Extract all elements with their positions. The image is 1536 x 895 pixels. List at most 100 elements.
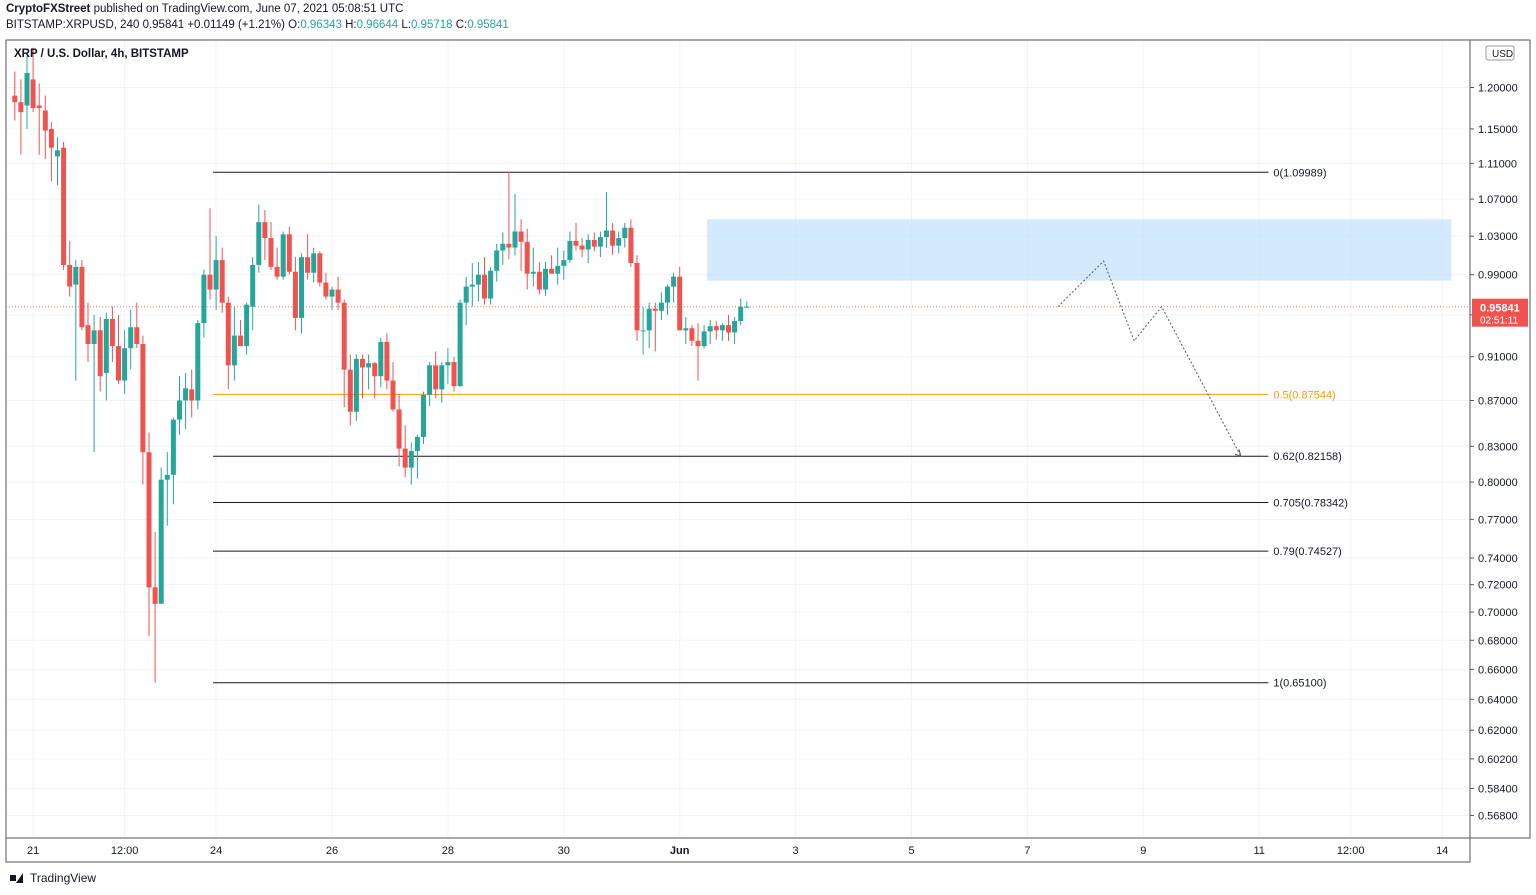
low-label: L: (401, 19, 411, 31)
fib-label: 0(1.09989) (1273, 167, 1326, 179)
candle-body (48, 128, 54, 148)
candle-body (463, 286, 469, 303)
tradingview-footer[interactable]: TradingView (10, 871, 96, 885)
candle-body (530, 271, 536, 274)
candle-body (231, 335, 237, 366)
candle-body (128, 327, 134, 349)
candle-body (262, 222, 268, 239)
x-tick-label: Jun (670, 845, 690, 857)
candle-body (439, 365, 445, 390)
candle-body (451, 362, 457, 387)
candle-body (140, 343, 146, 453)
candle-body (317, 253, 323, 283)
fib-label: 0.62(0.82158) (1273, 451, 1342, 463)
price-tag (1472, 298, 1528, 327)
candle-body (518, 231, 524, 242)
ohlc-bar: BITSTAMP:XRPUSD, 240 0.95841 +0.01149 (+… (6, 19, 509, 31)
publisher-header: CryptoFXStreet published on TradingView.… (6, 3, 403, 19)
y-tick-label: 0.87000 (1478, 395, 1518, 407)
open-value: 0.96343 (300, 19, 342, 31)
candle-body (219, 260, 225, 303)
candle-body (713, 326, 719, 331)
candle-body (347, 369, 353, 412)
candle-body (640, 330, 646, 332)
candle-body (213, 260, 219, 290)
candle-body (61, 147, 67, 265)
footer-brand: TradingView (30, 871, 97, 885)
candle-body (286, 234, 292, 272)
x-tick-label: 3 (793, 845, 799, 857)
candle-body (421, 394, 426, 437)
candle-body (512, 231, 518, 248)
candle-body (103, 318, 109, 373)
candle-body (341, 302, 347, 370)
x-tick-label: 21 (27, 845, 39, 857)
candle-body (469, 284, 475, 287)
high-value: 0.96644 (356, 19, 399, 31)
tradingview-logo-icon (10, 873, 24, 883)
candle-body (177, 400, 182, 420)
plot-area (6, 47, 1470, 684)
candle-body (604, 230, 609, 238)
candle-body (665, 286, 670, 303)
y-tick-label: 0.80000 (1478, 477, 1518, 489)
candle-body (378, 341, 384, 377)
candle-body (500, 243, 506, 251)
candle-body (36, 105, 42, 108)
y-tick-label: 0.70000 (1478, 607, 1518, 619)
candle-body (335, 289, 341, 303)
candle-body (256, 222, 262, 265)
candle-body (122, 348, 128, 381)
high-label: H: (345, 19, 357, 31)
y-tick-label: 0.58400 (1478, 783, 1518, 795)
candle-body (268, 238, 274, 267)
candle-body (396, 409, 402, 449)
candle-body (707, 326, 713, 332)
candle-body (646, 308, 652, 331)
publisher-name[interactable]: CryptoFXStreet (6, 3, 91, 15)
x-tick-label: 24 (210, 845, 222, 857)
candle-body (311, 253, 317, 273)
low-value: 0.95718 (410, 19, 453, 31)
candle-body (274, 266, 280, 277)
candle-body (402, 448, 408, 468)
candle-body (201, 274, 207, 324)
x-tick-label: 30 (558, 845, 570, 857)
candle-body (329, 289, 335, 297)
candle-body (73, 266, 79, 285)
fib-label: 1(0.65100) (1273, 678, 1326, 690)
candle-body (683, 328, 689, 331)
candle-body (292, 271, 298, 318)
y-tick-label: 0.68000 (1478, 635, 1518, 647)
candle-body (628, 227, 634, 263)
candle-body (24, 72, 30, 106)
candle-body (482, 274, 487, 299)
candle-body (299, 257, 304, 318)
candle-body (79, 266, 85, 328)
y-tick-label: 0.72000 (1478, 580, 1518, 592)
candle-body (109, 318, 115, 347)
symbol-label[interactable]: BITSTAMP:XRPUSD, 240 (6, 19, 140, 31)
candle-body (622, 227, 628, 239)
candle-body (744, 306, 750, 308)
candle-body (170, 419, 176, 475)
x-tick-label: 12:00 (1337, 845, 1365, 857)
y-tick-label: 0.56800 (1478, 810, 1518, 822)
y-tick-label: 0.99000 (1478, 270, 1518, 282)
candle-body (85, 325, 91, 344)
candle-body (585, 239, 591, 250)
candle-body (701, 331, 707, 347)
candle-body (414, 436, 420, 451)
candle-body (384, 341, 390, 381)
candle-body (250, 264, 256, 307)
candle-body (732, 321, 738, 333)
candle-body (225, 302, 231, 366)
candle-body (494, 250, 500, 271)
close-label: C: (455, 19, 468, 31)
candle-body (189, 389, 195, 401)
candle-body (207, 274, 213, 290)
candle-body (677, 276, 683, 331)
candle-body (195, 323, 201, 401)
currency-box (1485, 45, 1515, 61)
